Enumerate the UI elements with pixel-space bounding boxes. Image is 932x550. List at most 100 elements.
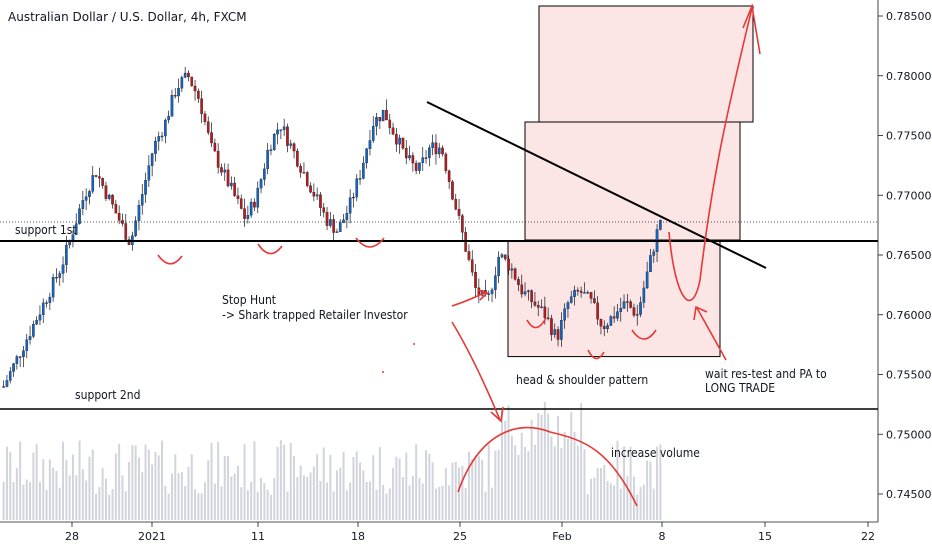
volume-bar: [68, 475, 71, 520]
volume-bar: [157, 455, 160, 520]
candle-body: [107, 194, 111, 199]
volume-bar: [434, 488, 437, 520]
volume-bar: [524, 446, 527, 520]
candle-body: [362, 162, 365, 179]
volume-bar: [187, 466, 190, 520]
trendline[interactable]: [426, 101, 767, 269]
volume-bar: [121, 475, 124, 520]
arrow-wait: [696, 307, 727, 361]
volume-bar: [213, 483, 216, 520]
candle-body: [249, 201, 253, 216]
candle-body: [114, 204, 118, 214]
volume-bar: [448, 485, 451, 520]
volume-bar: [504, 420, 507, 520]
curve-3: [355, 237, 385, 248]
candle-body: [210, 132, 213, 144]
candle-body: [299, 166, 302, 173]
candle-body: [596, 302, 599, 320]
volume-bar: [200, 493, 203, 520]
candle-body: [253, 201, 256, 208]
candle-body: [272, 133, 276, 150]
pattern-zone[interactable]: [507, 240, 721, 358]
candle-body: [213, 142, 217, 152]
candle-body: [322, 207, 326, 213]
volume-bar: [345, 490, 348, 520]
volume-bar: [487, 444, 490, 520]
candle-body: [22, 350, 25, 358]
candle-body: [124, 223, 128, 240]
x-tick-label: 11: [251, 530, 265, 543]
volume-bar: [42, 459, 45, 520]
candle-body: [111, 194, 114, 205]
candle-body: [649, 255, 652, 273]
volume-bar: [415, 444, 418, 520]
candle-body: [381, 109, 385, 122]
candle-body: [279, 129, 283, 131]
candle-body: [177, 88, 180, 97]
candle-body: [236, 195, 240, 199]
candle-body: [28, 336, 32, 340]
volume-bar: [194, 489, 197, 520]
candle-body: [421, 157, 425, 163]
volume-bar: [95, 493, 98, 520]
volume-bar: [236, 466, 239, 520]
volume-bar: [382, 484, 385, 520]
candle-body: [566, 302, 570, 309]
y-tick-label: 0.78500: [886, 10, 932, 23]
candle-body: [78, 208, 81, 224]
candle-body: [602, 325, 606, 330]
x-tick-label: 18: [351, 530, 365, 543]
volume-bar: [454, 461, 457, 520]
support-1-label: support 1st: [15, 223, 77, 237]
x-ticks: 28 2021 11 18 25 Feb 8 15 22: [65, 522, 875, 543]
volume-bar: [197, 493, 200, 520]
volume-bar: [75, 475, 78, 520]
candle-body: [629, 301, 632, 308]
volume-bar: [626, 475, 629, 520]
candle-body: [599, 318, 603, 327]
candle-body: [411, 155, 415, 164]
volume-bar: [223, 456, 226, 520]
candle-body: [94, 175, 98, 177]
candle-body: [385, 109, 388, 121]
volume-bar: [609, 483, 612, 520]
volume-bar: [263, 483, 266, 520]
candle-body: [470, 259, 474, 273]
volume-bar: [243, 444, 246, 520]
volume-bar: [471, 458, 474, 520]
volume-bar: [576, 445, 579, 520]
candle-body: [329, 219, 332, 226]
volume-bar: [395, 456, 398, 520]
candle-body: [414, 162, 418, 171]
volume-bar: [101, 468, 104, 520]
long-trade-label: LONG TRADE: [705, 381, 775, 395]
stop-hunt-label: Stop Hunt: [222, 293, 276, 307]
volume-bar: [220, 486, 223, 520]
candle-body: [302, 172, 306, 174]
volume-bar: [240, 487, 243, 520]
chart-title: Australian Dollar / U.S. Dollar, 4h, FXC…: [8, 10, 247, 24]
volume-bar: [161, 440, 164, 520]
candle-body: [2, 386, 5, 388]
x-tick-label: 8: [659, 530, 666, 543]
candle-body: [104, 185, 108, 199]
candle-body: [282, 126, 286, 130]
candle-body: [154, 140, 157, 154]
volume-bar: [405, 452, 408, 520]
candle-body: [8, 371, 12, 381]
volume-bar: [124, 491, 127, 520]
candle-body: [197, 90, 200, 99]
volume-bar: [398, 458, 401, 520]
volume-bar: [151, 464, 154, 520]
volume-bar: [52, 467, 55, 520]
volume-bar: [566, 438, 569, 520]
volume-bar: [428, 453, 431, 520]
y-ticks: 0.78500 0.78000 0.77500 0.77000 0.76500 0.760…: [878, 10, 932, 501]
candle-body: [589, 292, 593, 299]
volume-bar: [629, 446, 632, 520]
candle-body: [375, 117, 378, 127]
target-zone-2[interactable]: [538, 5, 754, 123]
arrow-volume: [451, 321, 501, 421]
candle-body: [170, 95, 174, 117]
